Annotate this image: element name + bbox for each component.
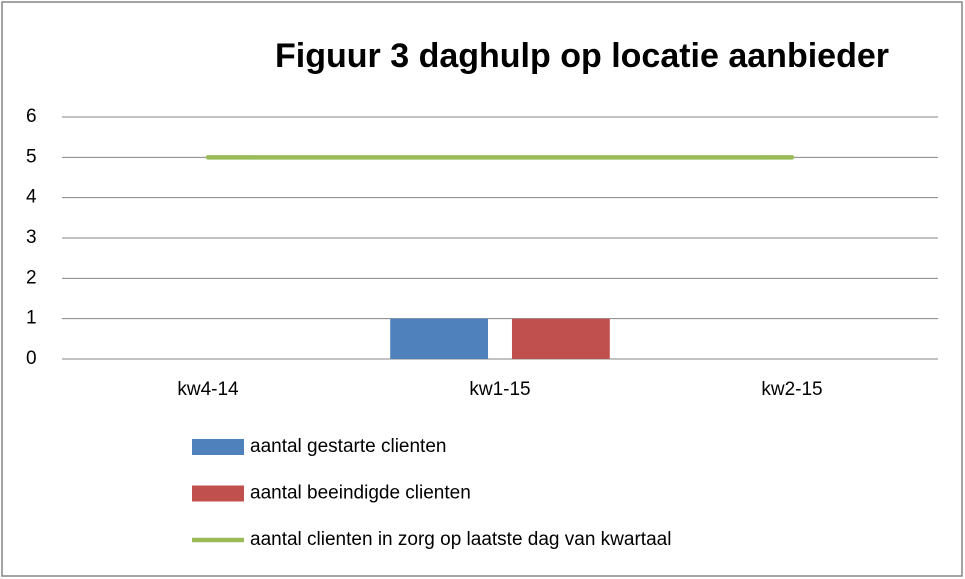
y-tick-label: 0 [26,348,37,369]
x-tick-label: kw1-15 [469,379,530,400]
y-tick-label: 3 [26,227,37,248]
y-tick-label: 5 [26,146,37,167]
y-tick-label: 1 [26,308,37,329]
y-tick-label: 6 [26,106,37,127]
legend-label: aantal beeindigde clienten [250,483,471,504]
legend-label: aantal gestarte clienten [250,436,446,457]
legend-label: aantal clienten in zorg op laatste dag v… [250,529,671,550]
y-tick-label: 2 [26,267,37,288]
x-tick-label: kw4-14 [177,379,239,400]
y-tick-label: 4 [26,187,37,208]
chart-title: Figuur 3 daghulp op locatie aanbieder [275,37,889,75]
bar [511,318,610,359]
legend-swatch [192,439,244,455]
legend-swatch [192,485,244,502]
bar [390,318,489,359]
x-tick-label: kw2-15 [761,379,822,400]
